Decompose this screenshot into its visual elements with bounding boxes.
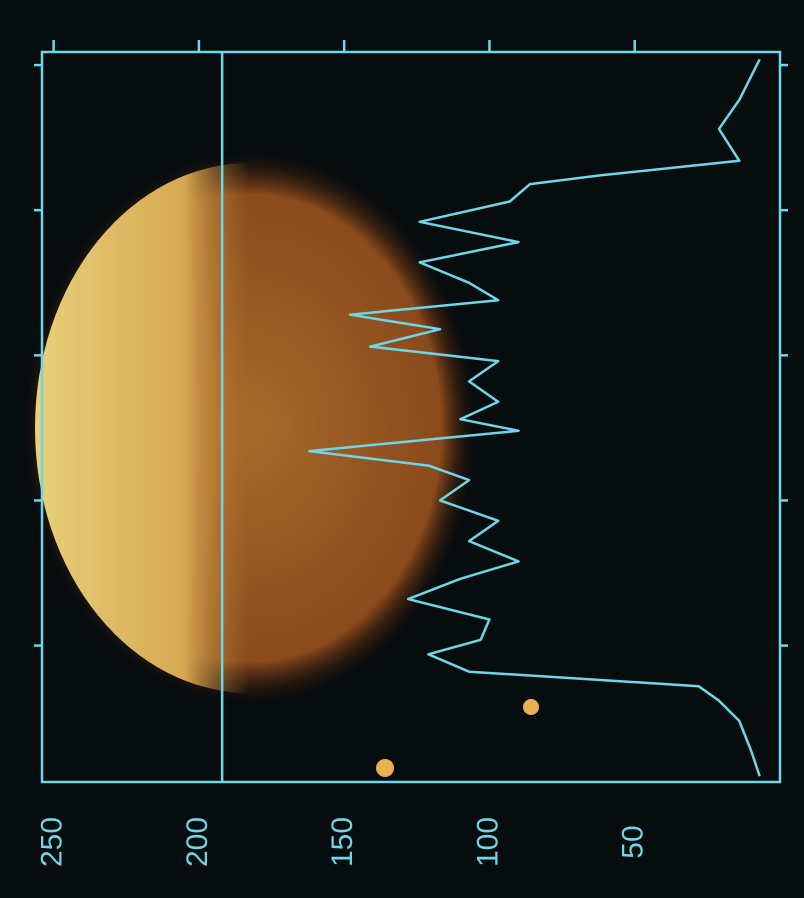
y-tick-label: 50 [617, 825, 650, 858]
y-tick-label: 150 [326, 817, 359, 867]
spot [376, 759, 394, 777]
y-tick-label: 100 [471, 817, 504, 867]
y-tick-label: 200 [181, 817, 214, 867]
spot [523, 699, 539, 715]
y-tick-label: 250 [36, 817, 69, 867]
chart: 50 100 150 200 250 [0, 0, 804, 898]
